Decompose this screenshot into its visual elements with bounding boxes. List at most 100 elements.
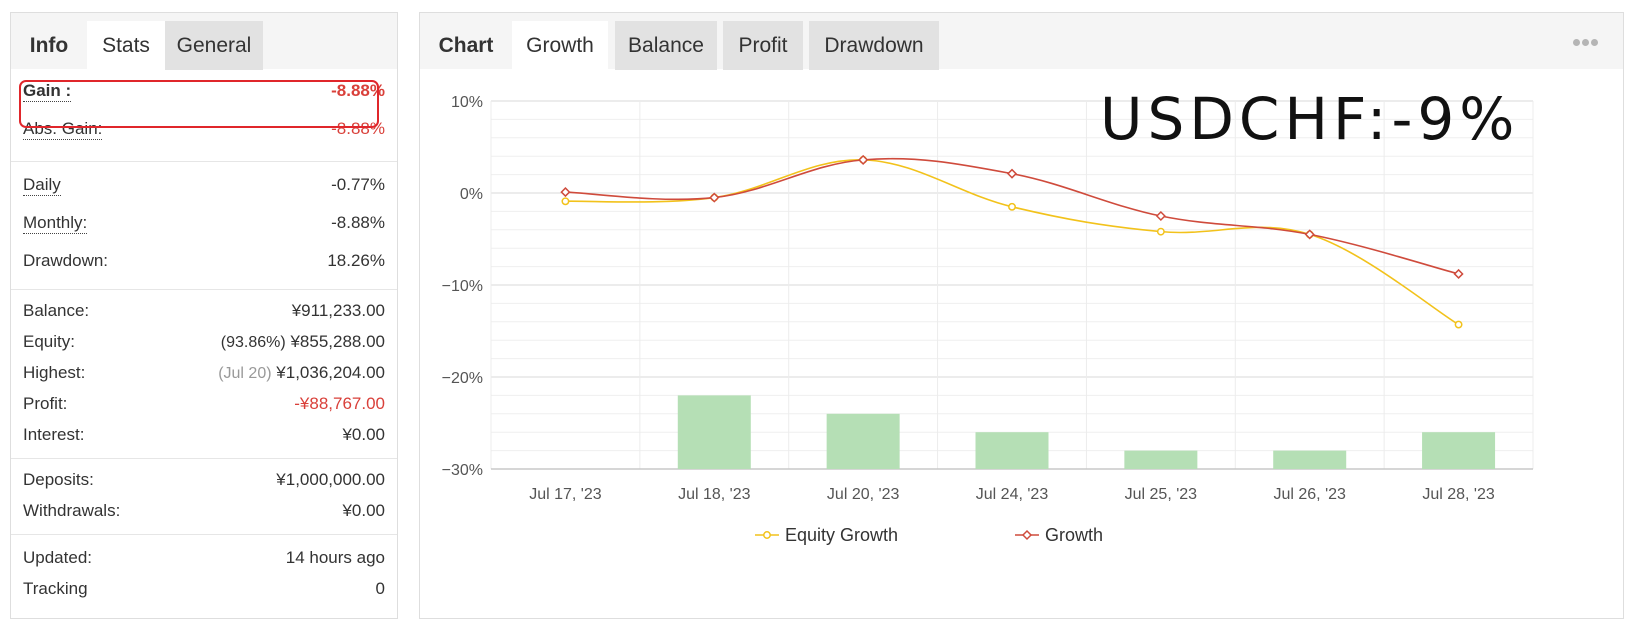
chart-bars <box>677 395 1496 469</box>
monthly-label[interactable]: Monthly: <box>23 213 88 234</box>
profit-label: Profit: <box>23 394 68 413</box>
y-tick-label: −10% <box>442 278 483 295</box>
withdrawals-label: Withdrawals: <box>23 501 121 520</box>
deposits-value: ¥1,000,000.00 <box>276 470 385 489</box>
profit-value: -¥88,767.00 <box>294 394 385 413</box>
series-point <box>1453 268 1464 280</box>
series-point <box>1454 320 1463 329</box>
divider <box>11 161 397 162</box>
legend-label: Equity Growth <box>785 525 898 545</box>
interest-row: Interest: ¥0.00 <box>23 421 385 449</box>
chart-legend[interactable]: Equity Growth Growth <box>755 525 1103 545</box>
chart-grid <box>490 100 1534 470</box>
tab-balance[interactable]: Balance <box>615 21 717 70</box>
bar <box>1124 450 1198 469</box>
legend-item[interactable]: Growth <box>1015 525 1103 545</box>
withdrawals-row: Withdrawals: ¥0.00 <box>23 497 385 525</box>
y-tick-label: −30% <box>442 462 483 479</box>
y-tick-label: 10% <box>451 94 483 111</box>
series-line <box>565 159 1459 326</box>
series-point <box>561 197 570 206</box>
series-point <box>1006 168 1018 179</box>
chart-panel: Chart Growth Balance Profit Drawdown 10%… <box>419 12 1624 619</box>
divider <box>11 458 397 459</box>
chart-lines <box>560 154 1464 329</box>
y-tick-label: 0% <box>460 186 483 203</box>
more-horizontal-icon[interactable] <box>1573 33 1603 46</box>
tab-profit[interactable]: Profit <box>723 21 803 70</box>
tab-info: Info <box>29 34 69 57</box>
tab-chart: Chart <box>438 34 494 57</box>
equity-value: ¥855,288.00 <box>290 332 385 351</box>
monthly-row: Monthly: -8.88% <box>23 209 385 237</box>
abs-gain-value: -8.88% <box>331 119 385 138</box>
tab-growth[interactable]: Growth <box>512 21 608 70</box>
drawdown-row: Drawdown: 18.26% <box>23 247 385 275</box>
gain-highlight <box>19 80 379 128</box>
legend-marker <box>763 531 771 539</box>
divider <box>11 534 397 535</box>
tracking-label: Tracking <box>23 579 88 598</box>
x-tick-label: Jul 17, '23 <box>529 486 602 503</box>
x-tick-label: Jul 24, '23 <box>976 486 1049 503</box>
monthly-value: -8.88% <box>331 213 385 232</box>
x-tick-label: Jul 25, '23 <box>1125 486 1198 503</box>
info-panel: Info Stats General Gain : -8.88% Abs. Ga… <box>10 12 398 619</box>
x-tick-label: Jul 18, '23 <box>678 486 751 503</box>
series-point <box>709 192 720 203</box>
profit-row: Profit: -¥88,767.00 <box>23 390 385 418</box>
daily-label[interactable]: Daily <box>23 175 61 196</box>
balance-row: Balance: ¥911,233.00 <box>23 297 385 325</box>
ticker-overlay: USDCHF:-9% <box>1100 85 1520 153</box>
deposits-label: Deposits: <box>23 470 94 489</box>
equity-percent: (93.86%) <box>220 334 286 351</box>
series-point <box>1304 229 1315 240</box>
tracking-row: Tracking 0 <box>23 575 385 603</box>
bar <box>826 413 900 469</box>
abs-gain-label[interactable]: Abs. Gain: <box>23 119 103 140</box>
updated-value: 14 hours ago <box>285 548 385 567</box>
withdrawals-value: ¥0.00 <box>342 501 385 520</box>
bar <box>975 432 1049 469</box>
drawdown-value: 18.26% <box>327 251 385 270</box>
gain-value: -8.88% <box>331 81 385 100</box>
divider <box>11 289 397 290</box>
series-point <box>858 154 869 165</box>
chart-labels: 10% 0% −10% −20% −30% Jul 17, '23 Jul 18, '23 J… <box>442 94 1495 503</box>
y-tick-label: −20% <box>442 370 483 387</box>
drawdown-label: Drawdown: <box>23 251 109 270</box>
highest-value: ¥1,036,204.00 <box>276 363 385 382</box>
balance-value: ¥911,233.00 <box>291 301 385 320</box>
interest-label: Interest: <box>23 425 85 444</box>
series-point <box>1008 202 1016 211</box>
legend-label: Growth <box>1045 525 1103 545</box>
chart-tabbar: Chart Growth Balance Profit Drawdown <box>420 13 1623 70</box>
legend-item[interactable]: Equity Growth <box>755 525 898 545</box>
interest-value: ¥0.00 <box>342 425 385 444</box>
gain-label[interactable]: Gain : <box>23 81 72 102</box>
balance-label: Balance: <box>23 301 90 320</box>
series-point <box>1155 210 1166 222</box>
tab-general[interactable]: General <box>165 21 263 70</box>
x-tick-label: Jul 20, '23 <box>827 486 900 503</box>
highest-label: Highest: <box>23 363 86 382</box>
abs-gain-row: Abs. Gain: -8.88% <box>23 115 385 143</box>
series-point <box>1156 227 1165 236</box>
equity-label: Equity: <box>23 332 75 351</box>
updated-row: Updated: 14 hours ago <box>23 544 385 572</box>
tab-stats[interactable]: Stats <box>87 21 165 70</box>
legend-marker <box>1021 529 1033 541</box>
tracking-value: 0 <box>375 579 385 598</box>
x-tick-label: Jul 26, '23 <box>1273 486 1346 503</box>
tab-drawdown[interactable]: Drawdown <box>809 21 939 70</box>
series-point <box>560 187 571 198</box>
bar <box>677 395 751 469</box>
growth-chart: 10% 0% −10% −20% −30% Jul 17, '23 Jul 18, '23 J… <box>442 94 1534 545</box>
equity-row: Equity: (93.86%) ¥855,288.00 <box>23 328 385 356</box>
daily-row: Daily -0.77% <box>23 171 385 199</box>
bar <box>1422 432 1496 469</box>
highest-row: Highest: (Jul 20) ¥1,036,204.00 <box>23 359 385 387</box>
daily-value: -0.77% <box>331 175 385 194</box>
bar <box>1273 450 1347 469</box>
gain-row: Gain : -8.88% <box>23 77 385 105</box>
